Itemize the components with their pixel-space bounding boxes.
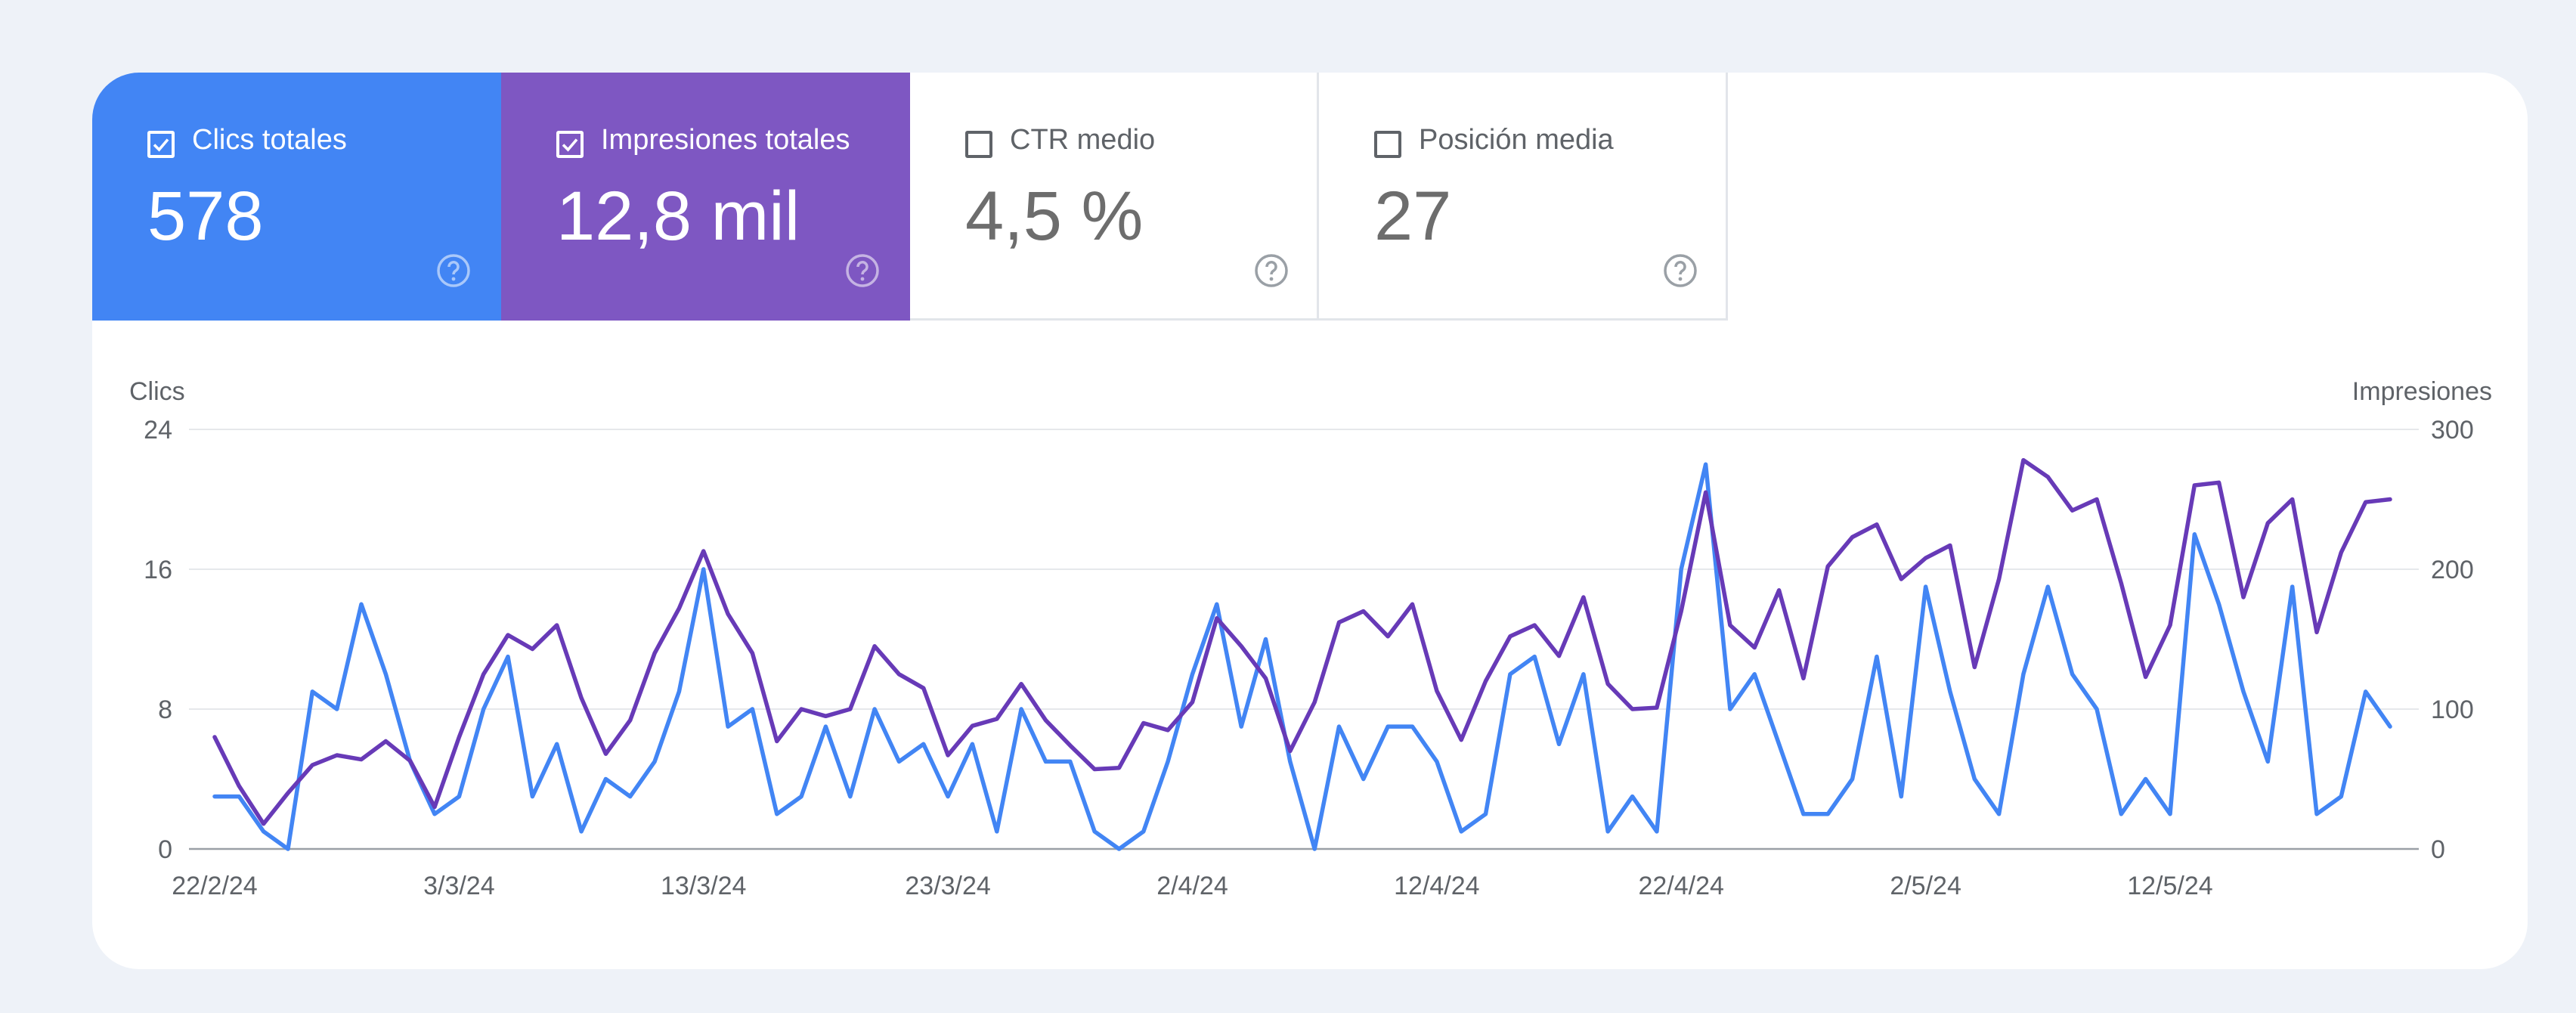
chart-grid	[189, 429, 2419, 710]
right-axis-title: Impresiones	[2352, 377, 2492, 406]
x-tick-label: 13/3/24	[661, 872, 746, 900]
checkbox-unchecked-icon[interactable]	[965, 131, 992, 158]
y-left-tick-label: 24	[144, 416, 172, 445]
help-icon[interactable]	[1662, 252, 1698, 289]
x-tick-label: 22/2/24	[172, 872, 257, 900]
x-tick-label: 12/4/24	[1394, 872, 1479, 900]
metric-selector: Clics totales 578 Impresiones totales 12…	[92, 73, 1728, 321]
y-right-tick-label: 100	[2431, 695, 2474, 724]
y-left-tick-label: 0	[158, 835, 172, 864]
x-tick-label: 22/4/24	[1638, 872, 1723, 900]
y-left-tick-label: 16	[144, 556, 172, 584]
x-tick-label: 2/4/24	[1156, 872, 1228, 900]
metric-total-clicks[interactable]: Clics totales 578	[92, 73, 501, 321]
series-lines	[212, 457, 2392, 851]
help-icon[interactable]	[1253, 252, 1290, 289]
y-right-tick-label: 200	[2431, 556, 2474, 584]
series-line-clics	[212, 462, 2392, 851]
left-axis-title: Clics	[129, 377, 185, 406]
metric-value: 4,5 %	[965, 178, 1144, 255]
left-y-ticks: 0 8 16 24	[144, 416, 172, 864]
performance-card: Clics totales 578 Impresiones totales 12…	[92, 73, 2528, 969]
x-tick-label: 12/5/24	[2127, 872, 2212, 900]
metric-value: 12,8 mil	[556, 178, 800, 255]
help-icon[interactable]	[435, 252, 472, 289]
x-tick-label: 23/3/24	[905, 872, 990, 900]
series-line-impresiones	[212, 457, 2392, 826]
y-right-tick-label: 0	[2431, 835, 2445, 864]
metric-total-impressions[interactable]: Impresiones totales 12,8 mil	[501, 73, 910, 321]
metric-value: 578	[147, 178, 264, 255]
performance-chart: Clics Impresiones 0 8 16 24 0 100 200 300 22/2…	[129, 377, 2492, 900]
metric-average-ctr[interactable]: CTR medio 4,5 %	[910, 73, 1319, 321]
x-ticks: 22/2/24 3/3/24 13/3/24 23/3/24 2/4/24 12/4/24…	[172, 872, 2212, 900]
right-y-ticks: 0 100 200 300	[2431, 416, 2474, 864]
checkbox-checked-icon[interactable]	[556, 131, 584, 158]
metric-average-position[interactable]: Posición media 27	[1319, 73, 1728, 321]
help-icon[interactable]	[844, 252, 881, 289]
x-tick-label: 2/5/24	[1890, 872, 1961, 900]
metric-value: 27	[1374, 178, 1452, 255]
y-left-tick-label: 8	[158, 695, 172, 724]
checkbox-unchecked-icon[interactable]	[1374, 131, 1401, 158]
y-right-tick-label: 300	[2431, 416, 2474, 445]
checkbox-checked-icon[interactable]	[147, 131, 175, 158]
x-tick-label: 3/3/24	[423, 872, 495, 900]
